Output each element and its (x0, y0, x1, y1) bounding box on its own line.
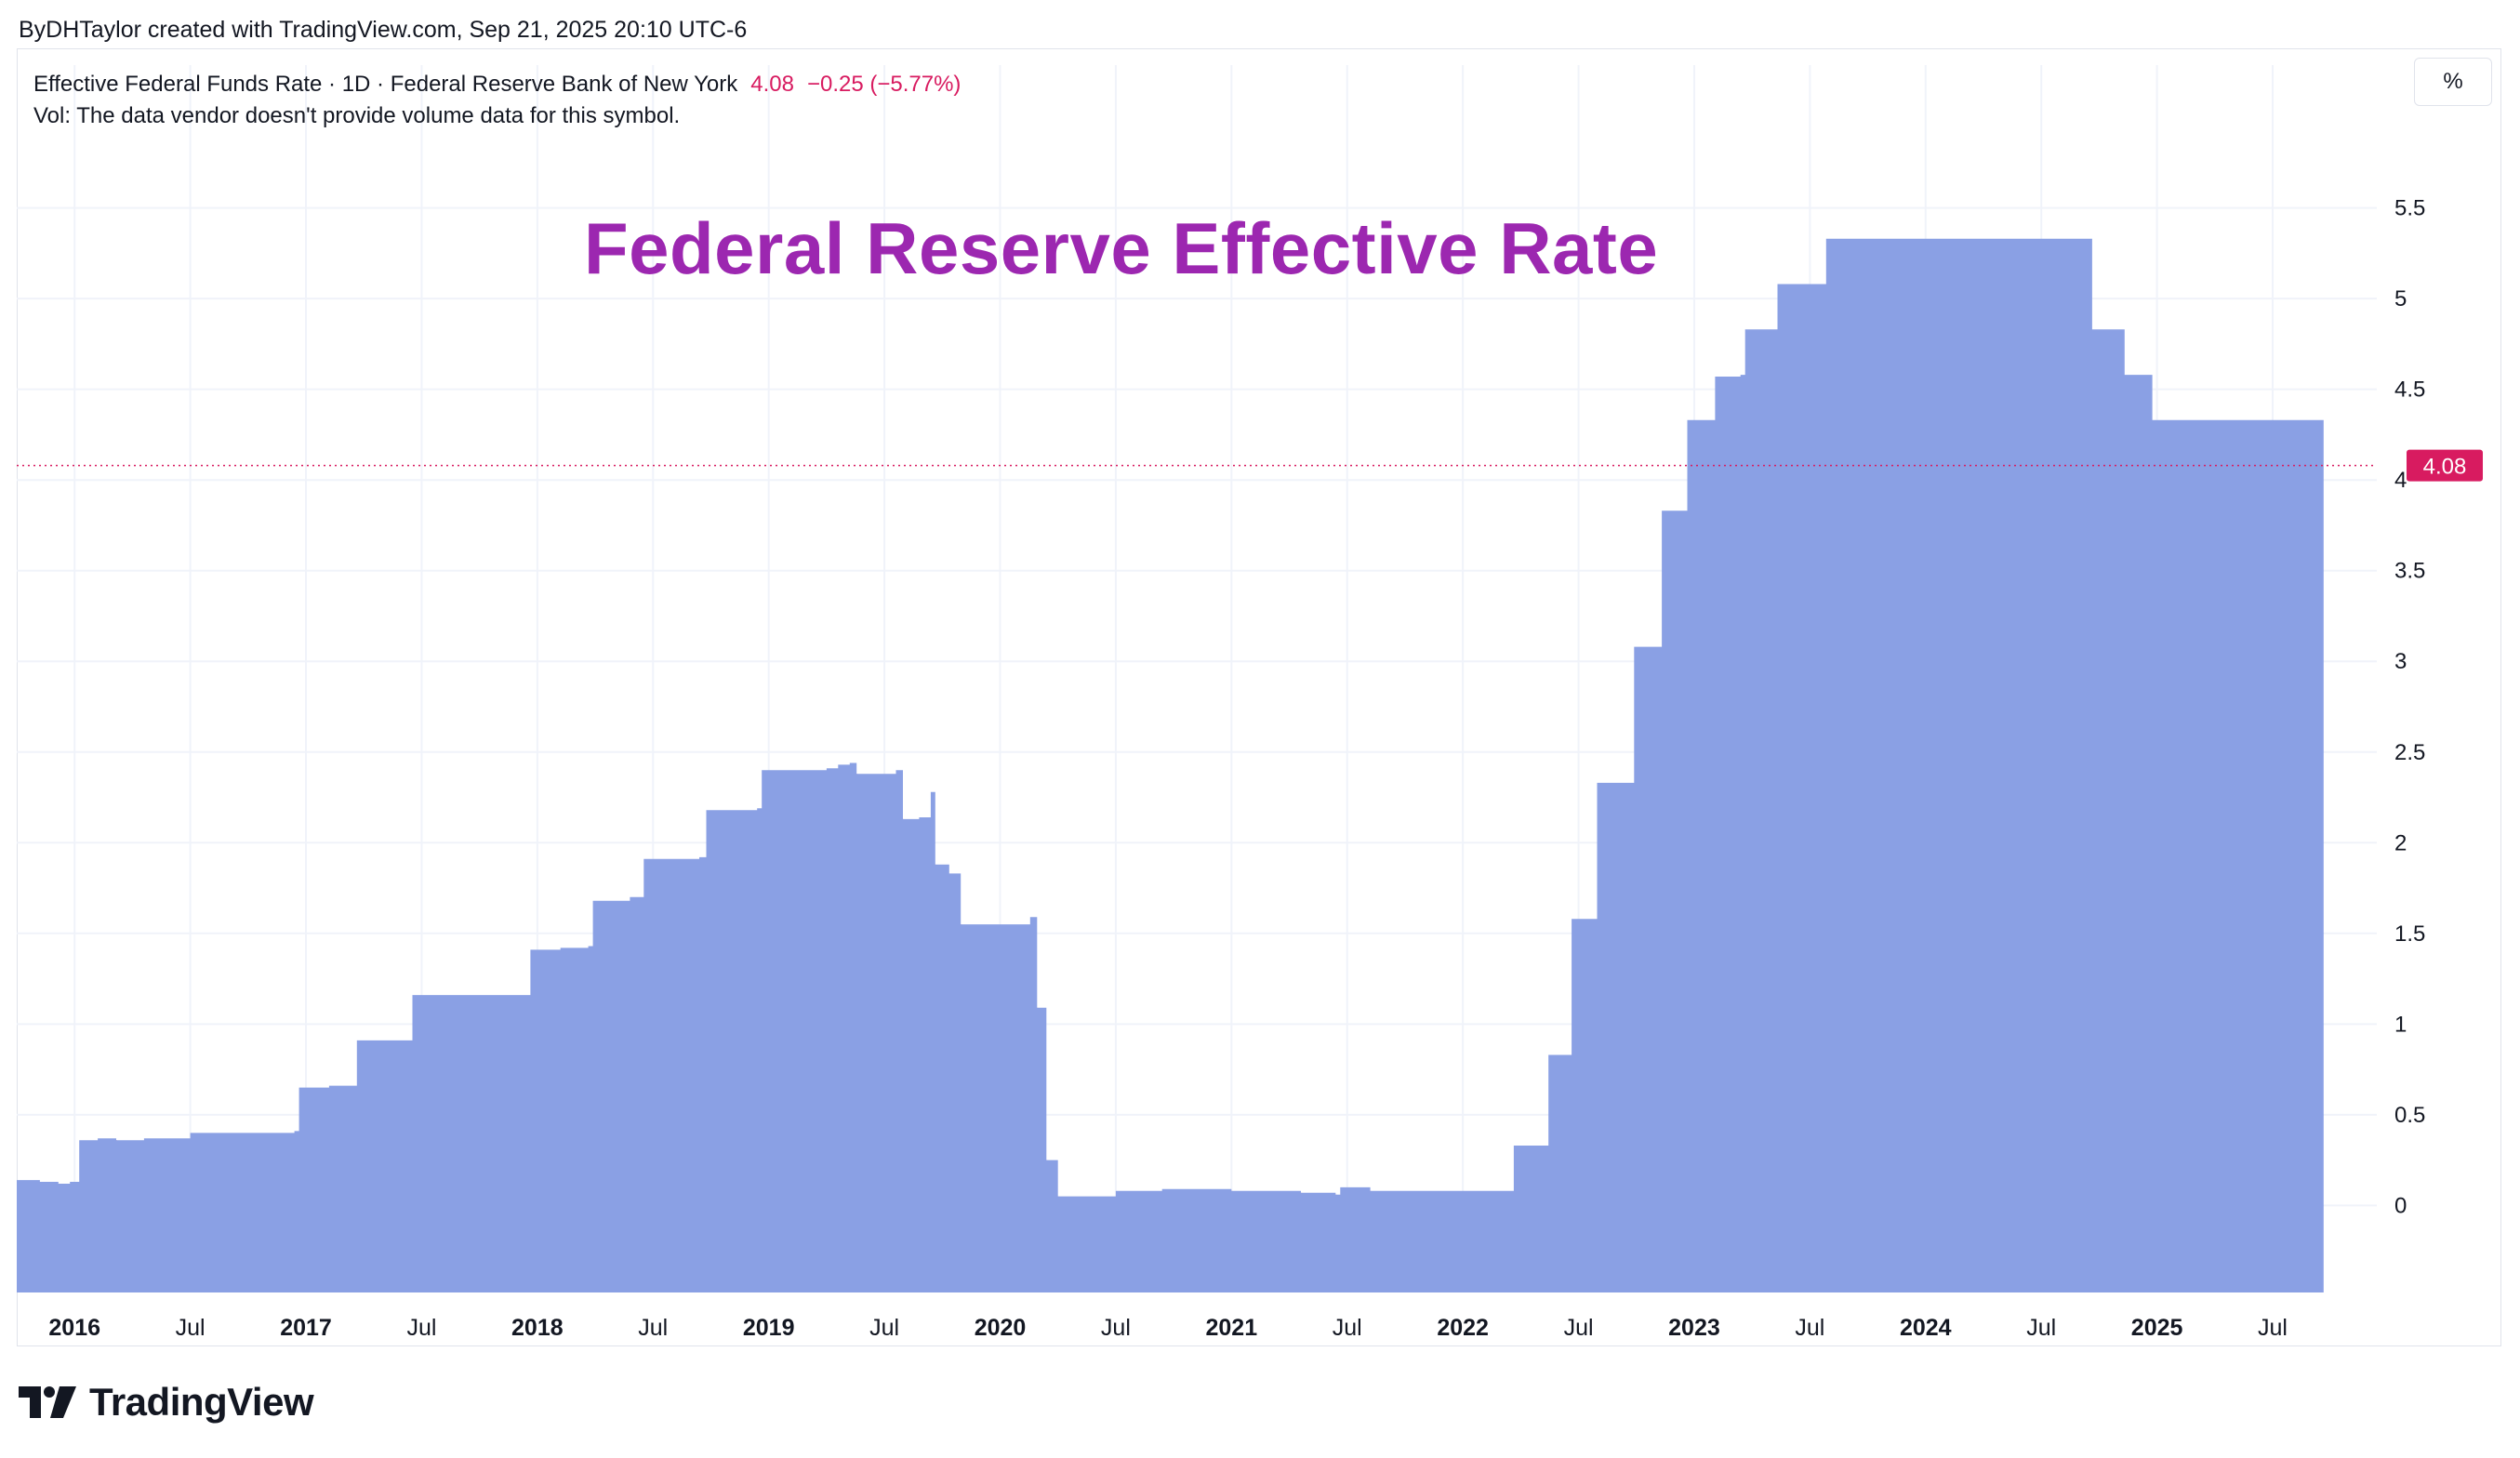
chart-title: Federal Reserve Effective Rate (584, 207, 1659, 289)
x-tick-label: 2025 (2131, 1315, 2183, 1341)
x-tick-label: Jul (1333, 1315, 1362, 1341)
y-tick-label: 0.5 (2394, 1103, 2425, 1128)
x-tick-label: Jul (176, 1315, 206, 1341)
y-axis[interactable]: 5.5 5 4.5 4 3.5 3 2.5 2 1.5 1 0.5 0 (2394, 196, 2425, 1219)
x-tick-label: 2019 (743, 1315, 795, 1341)
last-price-tag-bg (2407, 449, 2483, 482)
x-tick-label: Jul (2258, 1315, 2288, 1341)
y-tick-label: 3.5 (2394, 559, 2425, 584)
y-tick-label: 0 (2394, 1193, 2407, 1218)
tradingview-logo[interactable]: TradingView (19, 1380, 314, 1425)
x-tick-label: 2024 (1900, 1315, 1952, 1341)
x-tick-label: Jul (1564, 1315, 1594, 1341)
tradingview-wordmark: TradingView (89, 1380, 314, 1424)
attribution-text: ByDHTaylor created with TradingView.com,… (19, 17, 748, 43)
chart-legend[interactable]: Effective Federal Funds Rate · 1D · Fede… (33, 69, 961, 132)
x-tick-label: 2017 (280, 1315, 332, 1341)
tradingview-logo-icon (19, 1386, 76, 1418)
x-tick-label: Jul (1795, 1315, 1824, 1341)
symbol-description[interactable]: Effective Federal Funds Rate · 1D · Fede… (33, 72, 738, 97)
last-value: 4.08 (750, 72, 794, 97)
y-tick-label: 2.5 (2394, 740, 2425, 765)
y-tick-label: 5.5 (2394, 196, 2425, 221)
x-tick-label: Jul (1101, 1315, 1131, 1341)
percent-scale-button[interactable]: % (2414, 58, 2492, 106)
y-tick-label: 4.5 (2394, 378, 2425, 403)
y-tick-label: 4 (2394, 468, 2407, 493)
x-tick-label: Jul (869, 1315, 899, 1341)
x-tick-label: 2021 (1206, 1315, 1258, 1341)
x-axis[interactable]: 2016 Jul 2017 Jul 2018 Jul 2019 Jul 2020 Jul 2021 J… (48, 1315, 2288, 1341)
last-price-tag: 4.08 (2407, 449, 2483, 482)
x-tick-label: Jul (2026, 1315, 2056, 1341)
x-tick-label: 2022 (1437, 1315, 1489, 1341)
x-tick-label: 2018 (511, 1315, 564, 1341)
x-tick-label: 2020 (975, 1315, 1027, 1341)
y-tick-label: 2 (2394, 830, 2407, 855)
x-tick-label: 2023 (1668, 1315, 1720, 1341)
y-tick-label: 5 (2394, 286, 2407, 311)
y-tick-label: 1.5 (2394, 921, 2425, 947)
volume-note: Vol: The data vendor doesn't provide vol… (33, 103, 681, 128)
change-value: −0.25 (−5.77%) (806, 72, 962, 97)
y-tick-label: 1 (2394, 1012, 2407, 1037)
x-tick-label: Jul (638, 1315, 668, 1341)
chart-frame[interactable] (17, 48, 2501, 1346)
rate-area-series[interactable] (17, 238, 2324, 1292)
x-tick-label: Jul (406, 1315, 436, 1341)
y-tick-label: 3 (2394, 649, 2407, 674)
last-price-tag-label: 4.08 (2423, 455, 2467, 480)
x-tick-label: 2016 (48, 1315, 100, 1341)
